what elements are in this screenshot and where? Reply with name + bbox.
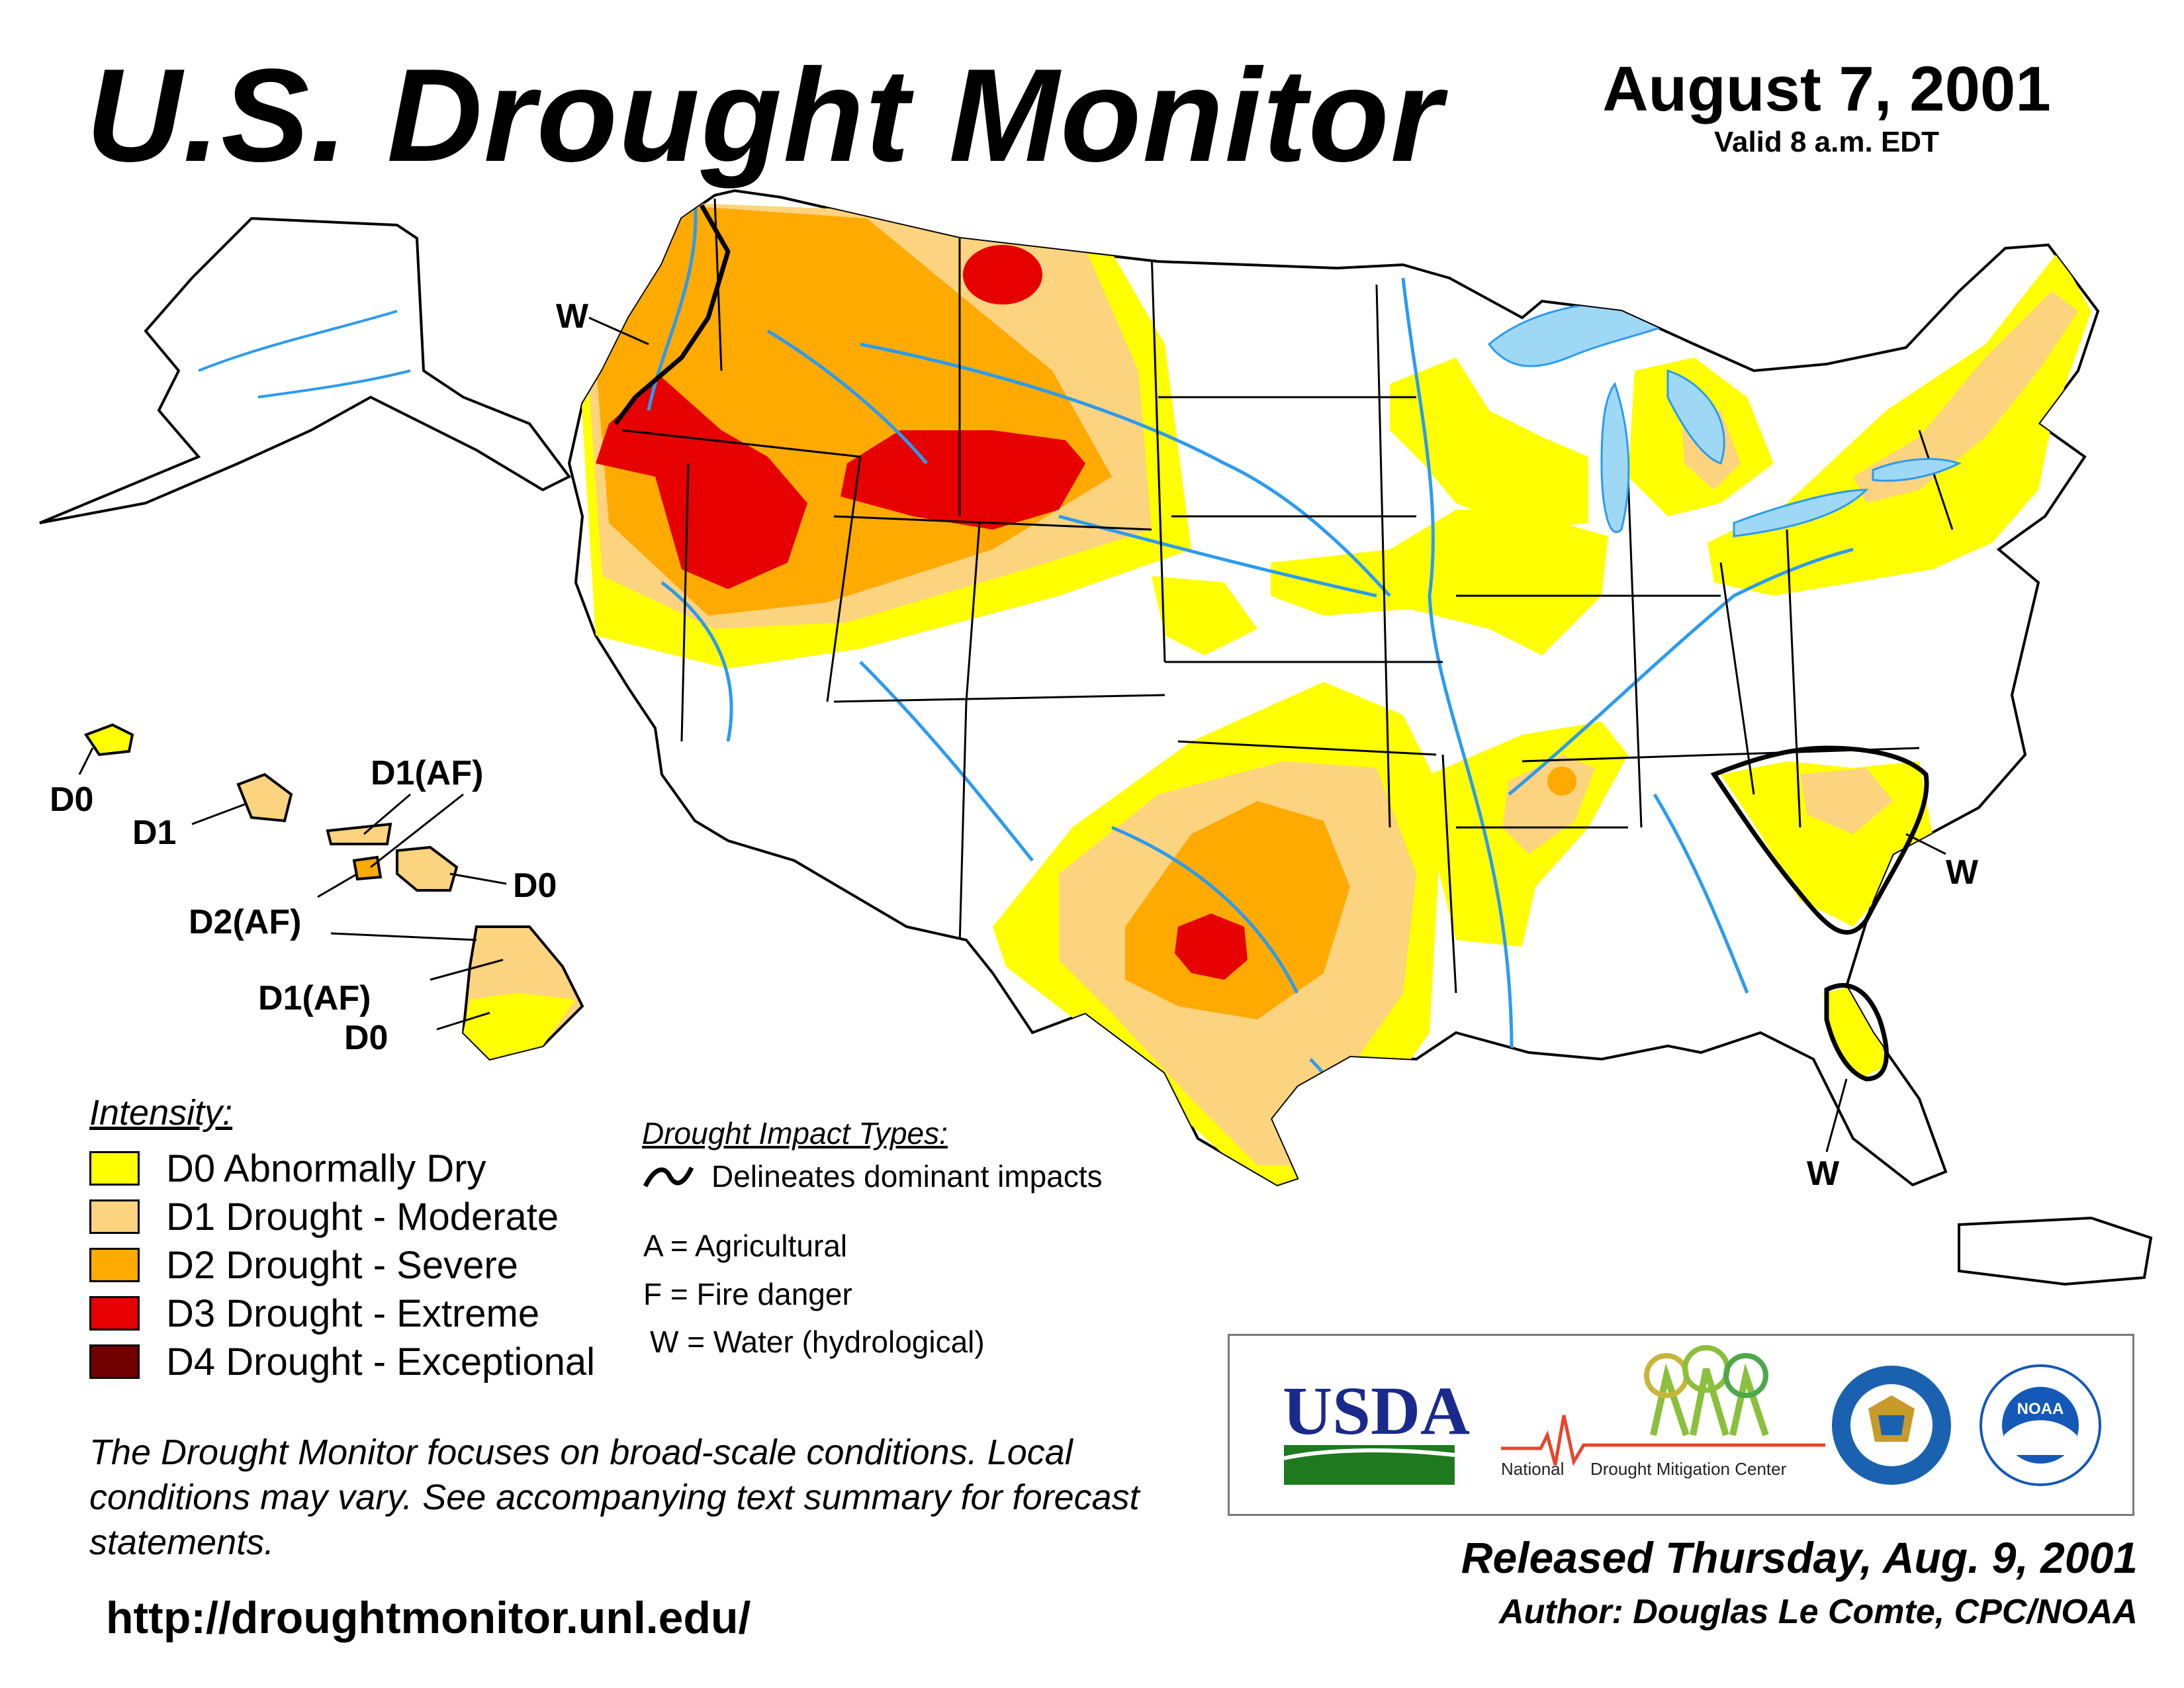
legend-label-d3: D3 Drought - Extreme [166,1291,540,1335]
d3-oregon [596,377,807,589]
impact-line-icon [643,1166,694,1188]
legend-item-d0: D0 Abnormally Dry [89,1147,486,1190]
valid-time: Valid 8 a.m. EDT [1714,126,1939,158]
impact-line-label: Delineates dominant impacts [711,1159,1103,1194]
legend-label-d0: D0 Abnormally Dry [166,1147,486,1190]
d0-wy-ne [1152,576,1257,655]
legend-label-d4: D4 Drought - Exceptional [166,1340,595,1383]
noaa-text: NOAA [2017,1400,2064,1418]
legend-item-d4: D4 Drought - Exceptional [89,1340,595,1383]
ndmc-text-1: National [1501,1459,1564,1479]
legend-swatch-d2 [89,1248,140,1282]
lake-michigan [1600,381,1630,534]
hawaii-label-big-island-north: D1(AF) [258,979,371,1017]
alaska-rivers [198,310,411,399]
impact-type-water: W = Water (hydrological) [650,1325,985,1359]
impact-leader-carolinas [1905,833,1946,855]
hawaii-leader-big-island-north [430,959,504,981]
hawaii-big-island-d0 [463,993,576,1059]
legend-label-d1: D1 Drought - Moderate [166,1195,559,1239]
lake-ontario [1872,457,1962,482]
hawaii-label-maui-west: D0 [513,867,557,905]
legend-swatch-d3 [89,1296,140,1331]
impact-label-pacific-nw: W [556,297,589,336]
map-title: U.S. Drought Monitor [86,42,1443,189]
legend-item-d2: D2 Drought - Severe [89,1243,518,1287]
d1-carolinas [1800,768,1893,834]
usda-logo: USDA [1283,1373,1470,1485]
hawaii-lanai [352,855,383,881]
hawaii-leader-maui-west [449,872,507,885]
hawaii-label-oahu: D1 [132,814,176,852]
hawaii-leader-oahu [191,803,246,825]
usda-text: USDA [1283,1373,1470,1449]
legend-swatch-d0 [89,1151,140,1186]
impact-type-agricultural: A = Agricultural [643,1229,848,1263]
commerce-seal [1832,1366,1951,1485]
hawaii-leader-kauai [78,747,94,775]
impact-label-florida: W [1807,1154,1840,1193]
disclaimer: The Drought Monitor focuses on broad-sca… [89,1432,1140,1562]
legend-swatch-d1 [89,1199,140,1234]
legend-item-d3: D3 Drought - Extreme [89,1292,539,1335]
ndmc-text-2: Drought Mitigation Center [1590,1459,1787,1479]
agency-logos: USDA National Drought Mitigation Center [1228,1334,2134,1516]
hawaii-kauai [83,723,134,757]
impact-leader-pacific-nw [588,316,649,346]
puerto-rico [1958,1216,2153,1286]
logos-svg: USDA National Drought Mitigation Center [1283,1345,2101,1486]
legend-item-d1: D1 Drought - Moderate [89,1195,559,1239]
impact-line-legend: Delineates dominant impacts [642,1158,1103,1194]
d1-northeast [1853,291,2078,503]
d0-florida [1823,986,1886,1079]
hawaii-molokai [326,822,392,845]
impact-line-pacific-nw [614,204,731,426]
legend-swatch-d4 [89,1344,140,1379]
impact-heading: Drought Impact Types: [642,1116,948,1150]
d3-montana [963,245,1042,305]
d0-upper-midwest [1390,357,1588,530]
hawaii-leader-molokai [363,793,464,868]
impact-line-carolinas [1710,745,1929,935]
lake-erie [1733,489,1869,538]
legend-heading: Intensity: [89,1093,233,1133]
hawaii-label-maui: D2(AF) [189,903,301,941]
hawaii-leader-maui [317,872,477,941]
hawaii-label-molokai: D1(AF) [371,754,483,792]
d0-central [1271,510,1608,655]
website-link[interactable]: http://droughtmonitor.unl.edu/ [106,1593,751,1643]
map-date: August 7, 2001 [1602,54,2051,124]
hawaii-oahu [236,773,293,823]
impact-line-florida [1824,983,1889,1082]
hawaii-label-big-island-south: D0 [344,1019,388,1057]
alaska [39,216,572,524]
impact-leader-florida [1825,1078,1848,1152]
impact-label-carolinas: W [1946,853,1979,892]
author: Author: Douglas Le Comte, CPC/NOAA [1499,1593,2138,1631]
hawaii-label-kauai: D0 [50,780,93,819]
hawaii-leader-big-island-south [436,1011,490,1031]
noaa-logo: NOAA [1979,1364,2101,1486]
rivers [647,198,1854,1140]
lake-huron [1666,369,1725,465]
legend-label-d2: D2 Drought - Severe [166,1243,518,1287]
hawaii-maui [396,845,459,892]
d2-arkansas [1547,767,1576,796]
release-date: Released Thursday, Aug. 9, 2001 [1461,1533,2138,1582]
ndmc-logo: National Drought Mitigation Center [1501,1345,1825,1479]
d3-texas [1175,914,1248,980]
impact-type-fire: F = Fire danger [643,1277,852,1311]
d3-idaho [841,430,1085,530]
